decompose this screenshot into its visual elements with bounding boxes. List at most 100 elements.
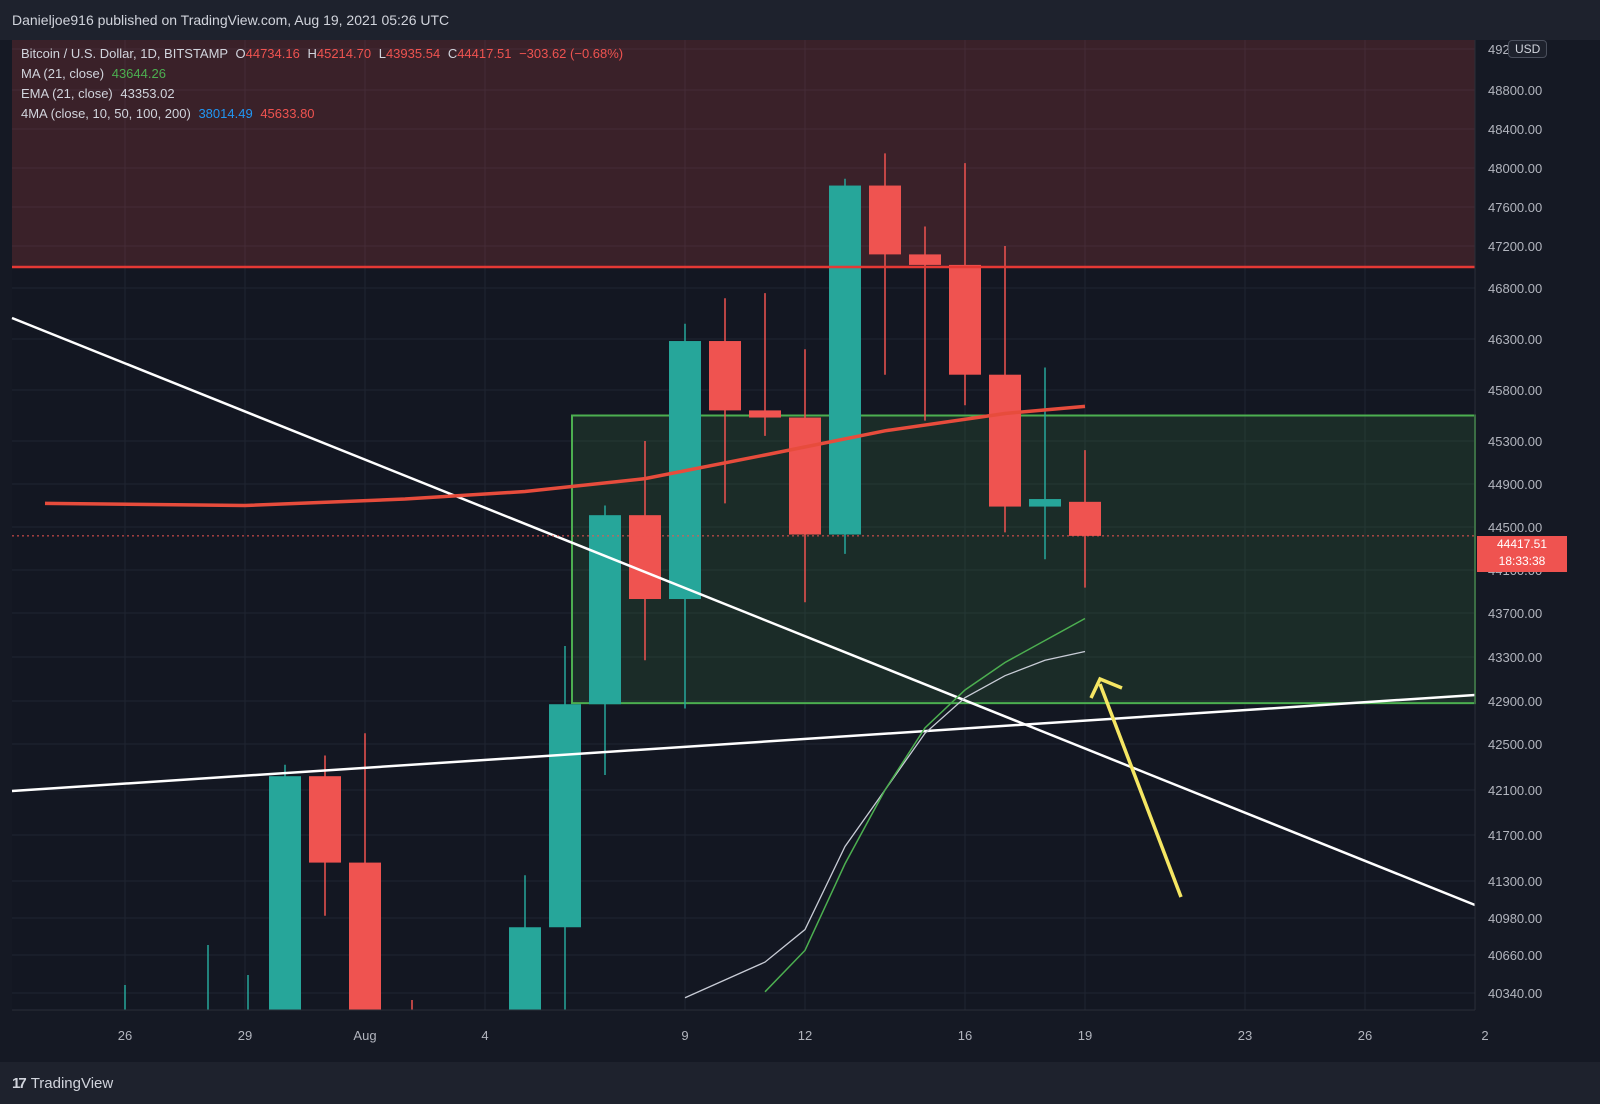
x-tick-label: 19 (1078, 1028, 1092, 1043)
candle (269, 764, 301, 1010)
annotation-arrowhead (1089, 676, 1123, 699)
indicator-lines (11, 265, 1476, 999)
y-tick-label: 43300.00 (1488, 650, 1542, 665)
x-tick-label: 23 (1238, 1028, 1252, 1043)
y-tick-label: 40660.00 (1488, 948, 1542, 963)
ma-green-line (764, 617, 1086, 993)
high-value: 45214.70 (316, 46, 372, 61)
ma4-value-2: 45633.80 (260, 106, 315, 121)
candle (829, 178, 861, 554)
y-tick-label: 42100.00 (1488, 783, 1542, 798)
ma4-row[interactable]: 4MA (close, 10, 50, 100, 200) 38014.49 4… (21, 104, 623, 124)
annotation-arrow (1098, 683, 1183, 898)
low-value: 43935.54 (385, 46, 441, 61)
symbol-label[interactable]: Bitcoin / U.S. Dollar, 1D, BITSTAMP (21, 46, 228, 61)
high-label: H (307, 46, 317, 61)
y-tick-label: 46800.00 (1488, 281, 1542, 296)
close-value: 44417.51 (457, 46, 512, 61)
open-value: 44734.16 (245, 46, 300, 61)
candle-body (1069, 501, 1101, 536)
x-tick-label: 26 (1358, 1028, 1372, 1043)
ma4-label: 4MA (close, 10, 50, 100, 200) (21, 106, 191, 121)
candle-body (549, 704, 581, 928)
y-tick-label: 45300.00 (1488, 434, 1542, 449)
y-tick-label: 40340.00 (1488, 986, 1542, 1001)
ma-row[interactable]: MA (21, close) 43644.26 (21, 64, 623, 84)
candle (909, 226, 941, 421)
candle-body (349, 862, 381, 1010)
y-tick-label: 48000.00 (1488, 161, 1542, 176)
chart-legend: Bitcoin / U.S. Dollar, 1D, BITSTAMP O447… (21, 44, 623, 124)
y-tick-label: 43700.00 (1488, 606, 1542, 621)
x-tick-label: 26 (118, 1028, 132, 1043)
open-label: O (235, 46, 246, 61)
y-tick-label: 41700.00 (1488, 828, 1542, 843)
candle-body (509, 927, 541, 1010)
candle-body (629, 515, 661, 600)
ema-line (44, 404, 1086, 508)
candle (789, 349, 821, 603)
x-tick-label: 16 (958, 1028, 972, 1043)
candle (709, 298, 741, 504)
last-price-tag: 44417.51 18:33:38 (1477, 536, 1567, 572)
ma-white-line (684, 650, 1086, 999)
ohlc-row: Bitcoin / U.S. Dollar, 1D, BITSTAMP O447… (21, 44, 623, 64)
candle (869, 153, 901, 375)
x-tick-label: 4 (481, 1028, 488, 1043)
descending-trendline (11, 316, 1476, 907)
candle-body (1029, 499, 1061, 507)
time-axis: 26 29 Aug 4 9 12 16 19 23 26 2 (12, 1009, 1489, 1043)
plot-area (12, 40, 1475, 1010)
x-tick-label: 12 (798, 1028, 812, 1043)
bar-countdown: 18:33:38 (1498, 554, 1546, 568)
brand-name[interactable]: TradingView (30, 1074, 114, 1092)
published-text: Danieljoe916 published on TradingView.co… (12, 12, 450, 28)
candle (349, 733, 381, 1010)
y-tick-label: 48800.00 (1488, 83, 1542, 98)
candle (1069, 450, 1101, 588)
y-tick-label: 41300.00 (1488, 874, 1542, 889)
currency-badge[interactable]: USD (1508, 40, 1548, 58)
candle (989, 246, 1021, 533)
candle-body (869, 185, 901, 255)
y-tick-label: 44500.00 (1488, 520, 1542, 535)
candles (124, 153, 1101, 1010)
candle-body (309, 776, 341, 863)
x-tick-label: 2 (1481, 1028, 1488, 1043)
candle (949, 163, 981, 406)
y-tick-label: 45800.00 (1488, 383, 1542, 398)
candle (749, 293, 781, 436)
candle-body (749, 410, 781, 418)
ma-value: 43644.26 (111, 66, 166, 81)
candle-body (589, 515, 621, 705)
last-price: 44417.51 (1496, 537, 1548, 551)
y-tick-label: 42900.00 (1488, 694, 1542, 709)
change-value: −303.62 (−0.68%) (519, 46, 624, 61)
support-zone (571, 414, 1476, 705)
candle (1029, 367, 1061, 560)
publish-bar: Danieljoe916 published on TradingView.co… (0, 0, 1600, 40)
candle-body (789, 417, 821, 535)
close-label: C (447, 46, 458, 61)
price-axis: 49200.0048800.0048400.0048000.0047600.00… (1474, 40, 1542, 1010)
x-tick-label: 29 (238, 1028, 252, 1043)
footer-bar: 17 TradingView (0, 1062, 1600, 1104)
x-tick-label: 9 (681, 1028, 688, 1043)
candle (509, 875, 541, 1010)
candle (589, 505, 621, 776)
y-tick-label: 42500.00 (1488, 737, 1542, 752)
ema-row[interactable]: EMA (21, close) 43353.02 (21, 84, 623, 104)
candle-body (989, 374, 1021, 507)
ma-label: MA (21, close) (21, 66, 105, 81)
resistance-zone (12, 40, 1475, 267)
x-tick-label: Aug (353, 1028, 376, 1043)
candle-body (909, 254, 941, 265)
tradingview-logo-icon[interactable]: 17 (12, 1074, 27, 1092)
candle (549, 646, 581, 1010)
y-tick-label: 46300.00 (1488, 332, 1542, 347)
y-tick-label: 48400.00 (1488, 122, 1542, 137)
candle-body (269, 776, 301, 1010)
low-label: L (378, 46, 386, 61)
y-tick-label: 47200.00 (1488, 239, 1542, 254)
